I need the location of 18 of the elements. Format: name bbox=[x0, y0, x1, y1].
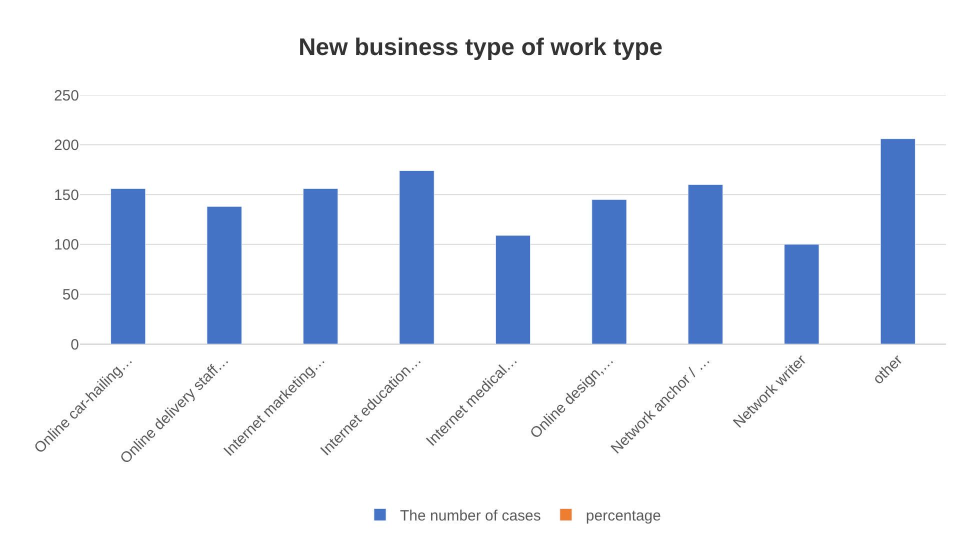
bar bbox=[592, 199, 627, 344]
bar bbox=[110, 188, 146, 344]
bar bbox=[880, 138, 916, 344]
bar bbox=[495, 235, 531, 344]
bar bbox=[784, 244, 820, 344]
bar bbox=[688, 184, 724, 344]
legend-label: The number of cases bbox=[400, 507, 541, 524]
y-tick-label: 100 bbox=[54, 236, 79, 254]
bar bbox=[206, 206, 242, 344]
bar bbox=[399, 170, 434, 344]
y-tick-label: 150 bbox=[54, 186, 79, 204]
bar bbox=[302, 188, 338, 344]
y-tick-label: 250 bbox=[54, 87, 79, 104]
y-tick-label: 50 bbox=[62, 286, 79, 304]
y-tick-label: 0 bbox=[70, 336, 79, 354]
legend-label: percentage bbox=[586, 507, 661, 524]
y-tick-label: 200 bbox=[54, 137, 79, 154]
chart-title: New business type of work type bbox=[298, 34, 663, 61]
